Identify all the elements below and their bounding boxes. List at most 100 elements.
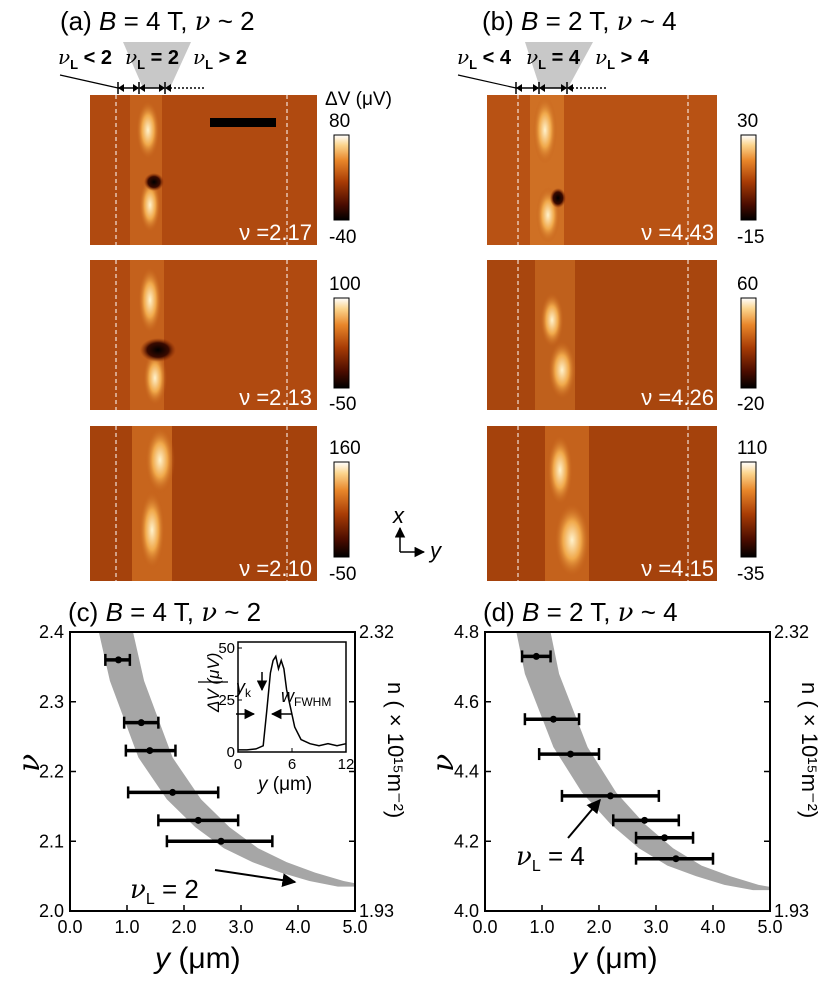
x-tick-label: 3.0: [643, 917, 668, 937]
svg-text:110: 110: [737, 438, 767, 459]
nu-l-region-highlight: [525, 42, 593, 88]
label-pointer-line: [457, 74, 517, 89]
map-b-1: ν =4.43: [487, 95, 717, 245]
inset-x-tick-label: 6: [288, 756, 296, 773]
x-axis-label: y (μm): [153, 942, 241, 975]
y2-tick-label: 1.93: [774, 901, 809, 921]
x-tick-label: 0.0: [57, 917, 82, 937]
inset-y-tick-label: 0: [227, 744, 235, 761]
map-a-1: ν =2.17: [90, 95, 317, 245]
svg-text:-20: -20: [737, 394, 764, 415]
inset-x-tick-label: 0: [234, 756, 242, 773]
map-a-3: ν =2.10: [90, 426, 317, 581]
y-axis-label: ν: [12, 754, 47, 772]
y-tick-label: 4.4: [454, 762, 479, 782]
svg-text:60: 60: [737, 274, 758, 295]
svg-text:-40: -40: [329, 227, 356, 248]
point-marker: [532, 652, 540, 660]
y-tick-label: 2.0: [39, 901, 64, 921]
y-tick-label: 4.8: [454, 622, 479, 642]
data-point-4: [126, 786, 220, 799]
data-point-1: [520, 650, 552, 663]
inset-y-tick-label: 50: [218, 640, 235, 657]
x-tick-label: 1.0: [114, 917, 139, 937]
y2-tick-label: 2.32: [359, 622, 394, 642]
x-tick-label: 2.0: [586, 917, 611, 937]
y2-tick-label: 1.93: [359, 901, 394, 921]
label-nu-l-greater: νL > 2: [193, 45, 247, 72]
x-axis: 0.0 1.0 2.0 3.0 4.0 5.0: [57, 905, 368, 937]
nu-l-region-highlight: [123, 42, 191, 88]
point-marker: [567, 750, 574, 758]
x-tick-label: 3.0: [228, 917, 253, 937]
svg-text:-15: -15: [737, 227, 764, 248]
panel-c: (c) B = 4 T, ν ~ 2 0.0 1.0 2.0 3.0 4.0 5.0 2.…: [12, 597, 408, 975]
data-points: [104, 653, 274, 848]
panel-b-title: (b) B = 2 T, ν ~ 4: [482, 6, 677, 37]
colorbar-a-1: 80 -40: [329, 111, 356, 248]
nu-l-band: [98, 632, 355, 887]
x-tick-label: 5.0: [342, 917, 367, 937]
svg-text:-50: -50: [329, 564, 356, 585]
x-tick-label: 1.0: [529, 917, 554, 937]
colorbar-b-3: 110 -35: [737, 438, 767, 585]
x-tick-label: 0.0: [472, 917, 497, 937]
colorbar-b-2: 60 -20: [737, 274, 764, 415]
point-marker: [137, 719, 145, 727]
map-b-2: ν =4.26: [487, 260, 717, 410]
label-pointer-line: [59, 74, 119, 89]
panel-d-title: (d) B = 2 T, ν ~ 4: [483, 597, 678, 628]
data-point-1: [104, 653, 132, 666]
xy-axes-icon: x y: [392, 503, 443, 563]
inset-x-label: y (μm): [256, 774, 312, 795]
label-nu-l-less: νL < 4: [457, 45, 512, 72]
colorbar-a-2: 100 -50: [329, 274, 361, 415]
map-nu-label: ν =2.17: [239, 220, 312, 245]
point-marker: [194, 816, 202, 824]
label-nu-l-equal: νL = 2: [125, 45, 179, 72]
point-marker: [114, 656, 122, 664]
x-axis-label: y (μm): [570, 942, 658, 975]
data-point-2: [523, 713, 581, 726]
x-tick-label: 2.0: [171, 917, 196, 937]
map-a-2: ν =2.13: [90, 260, 317, 410]
y-tick-label: 2.2: [39, 762, 64, 782]
colorbar-b-1: 30 -15: [737, 111, 764, 248]
inset-profile: 0 6 12 0 25 50 ΔV (μV) y (μm) yk wFWHM: [198, 640, 354, 795]
data-point-6: [165, 835, 274, 848]
data-point-3: [537, 748, 601, 761]
map-nu-label: ν =4.43: [641, 220, 714, 245]
svg-text:160: 160: [329, 438, 361, 459]
x-tick-label: 4.0: [285, 917, 310, 937]
panel-d: (d) B = 2 T, ν ~ 4 0.0 1.0 2.0 3.0 4.0 5.0 4.…: [426, 597, 822, 975]
map-nu-label: ν =2.13: [239, 385, 312, 410]
data-point-2: [122, 716, 160, 729]
scale-bar: [210, 118, 276, 127]
y-tick-label: 4.6: [454, 692, 479, 712]
data-point-4: [560, 789, 661, 802]
region-arrows: [515, 82, 606, 94]
label-nu-l-less: νL < 2: [58, 45, 112, 72]
panel-c-title: (c) B = 4 T, ν ~ 2: [68, 597, 261, 628]
annot-yk: yk: [234, 677, 252, 700]
map-nu-label: ν =2.10: [239, 556, 312, 581]
svg-text:y: y: [428, 538, 443, 563]
x-tick-label: 4.0: [700, 917, 725, 937]
inset-y-label: ΔV (μV): [204, 653, 223, 713]
point-marker: [606, 792, 614, 800]
point-marker: [169, 788, 177, 796]
data-point-3: [124, 744, 177, 757]
inset-profile-line: [238, 654, 347, 751]
band-label: νL = 4: [516, 841, 585, 875]
inset-y-tick-label: 25: [218, 692, 235, 709]
point-marker: [146, 747, 154, 755]
y-axis: 4.0 4.2 4.4 4.6 4.8: [454, 622, 770, 921]
svg-text:x: x: [392, 503, 405, 528]
y2-axis: 1.93 2.32: [359, 622, 394, 921]
y-tick-label: 4.0: [454, 901, 479, 921]
point-marker: [549, 715, 557, 723]
x-axis: 0.0 1.0 2.0 3.0 4.0 5.0: [472, 905, 783, 937]
data-point-6: [634, 831, 695, 844]
point-marker: [641, 816, 649, 824]
